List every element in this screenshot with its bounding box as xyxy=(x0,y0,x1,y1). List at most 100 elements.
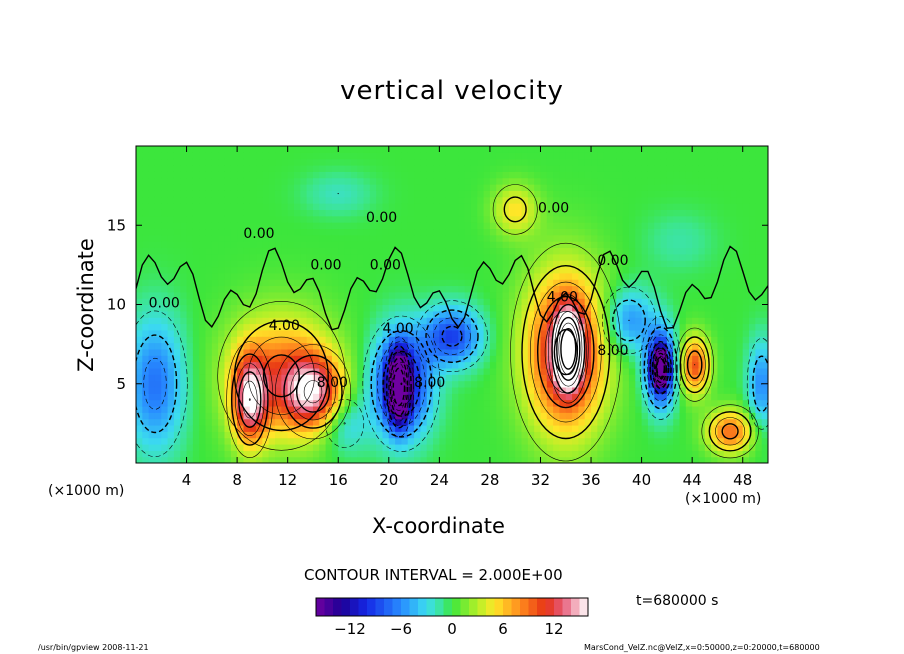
heatmap-cell xyxy=(692,418,700,426)
heatmap-cell xyxy=(534,190,542,198)
heatmap-cell xyxy=(502,279,510,287)
heatmap-cell xyxy=(742,171,750,179)
heatmap-cell xyxy=(414,279,421,287)
heatmap-cell xyxy=(584,424,592,432)
heatmap-cell xyxy=(192,323,200,331)
heatmap-cell xyxy=(300,424,308,432)
heatmap-cell xyxy=(369,247,377,255)
heatmap-cell xyxy=(673,247,681,255)
heatmap-cell xyxy=(218,386,226,394)
heatmap-cell xyxy=(666,329,674,337)
heatmap-cell xyxy=(395,386,403,394)
heatmap-cell xyxy=(704,253,712,261)
heatmap-cell xyxy=(584,146,592,153)
heatmap-cell xyxy=(382,336,390,344)
heatmap-cell xyxy=(711,190,719,198)
heatmap-cell xyxy=(445,310,453,318)
heatmap-cell xyxy=(717,342,725,350)
heatmap-cell xyxy=(464,165,472,172)
heatmap-cell xyxy=(199,260,207,268)
heatmap-cell xyxy=(211,450,219,458)
heatmap-cell xyxy=(319,310,327,318)
heatmap-cell xyxy=(192,380,200,388)
heatmap-cell xyxy=(256,203,263,210)
heatmap-cell xyxy=(281,348,289,356)
heatmap-cell xyxy=(205,177,213,185)
heatmap-cell xyxy=(344,437,352,445)
heatmap-cell xyxy=(464,222,472,230)
heatmap-cell xyxy=(502,405,510,413)
heatmap-cell xyxy=(540,310,548,318)
heatmap-cell xyxy=(477,177,485,185)
heatmap-cell xyxy=(376,310,384,318)
heatmap-cell xyxy=(205,228,213,236)
heatmap-cell xyxy=(452,412,459,420)
heatmap-cell xyxy=(433,405,440,413)
heatmap-cell xyxy=(192,310,200,318)
heatmap-cell xyxy=(540,456,548,463)
heatmap-cell xyxy=(294,317,301,325)
heatmap-cell xyxy=(224,285,232,293)
heatmap-cell xyxy=(458,405,466,413)
heatmap-cell xyxy=(679,418,687,426)
heatmap-cell xyxy=(742,437,750,445)
heatmap-cell xyxy=(660,165,668,172)
heatmap-cell xyxy=(312,177,320,185)
heatmap-cell xyxy=(578,158,586,166)
heatmap-cell xyxy=(635,374,643,382)
heatmap-cell xyxy=(692,209,700,217)
heatmap-cell xyxy=(262,456,270,463)
heatmap-cell xyxy=(325,165,333,172)
heatmap-cell xyxy=(382,298,390,306)
heatmap-cell xyxy=(199,241,207,249)
heatmap-cell xyxy=(414,310,421,318)
heatmap-cell xyxy=(287,158,295,166)
heatmap-cell xyxy=(173,393,181,401)
heatmap-cell xyxy=(553,209,561,217)
heatmap-cell xyxy=(704,266,712,274)
heatmap-cell xyxy=(148,374,156,382)
heatmap-cell xyxy=(350,304,358,312)
heatmap-cell xyxy=(243,171,251,179)
heatmap-cell xyxy=(603,393,611,401)
heatmap-cell xyxy=(243,260,251,268)
heatmap-cell xyxy=(180,228,188,236)
heatmap-cell xyxy=(445,190,453,198)
heatmap-cell xyxy=(553,317,561,325)
heatmap-cell xyxy=(344,418,352,426)
heatmap-cell xyxy=(628,386,636,394)
heatmap-cell xyxy=(161,203,169,210)
heatmap-cell xyxy=(578,317,586,325)
heatmap-cell xyxy=(148,266,156,274)
heatmap-cell xyxy=(218,450,226,458)
heatmap-cell xyxy=(319,329,327,337)
heatmap-cell xyxy=(243,329,251,337)
heatmap-cell xyxy=(496,317,504,325)
heatmap-cell xyxy=(319,336,327,344)
heatmap-cell xyxy=(218,355,226,363)
heatmap-cell xyxy=(388,279,396,287)
heatmap-cell xyxy=(660,272,668,280)
heatmap-cell xyxy=(173,456,181,463)
heatmap-cell xyxy=(192,437,200,445)
heatmap-cell xyxy=(142,152,150,160)
heatmap-cell xyxy=(186,171,194,179)
heatmap-cell xyxy=(635,310,643,318)
heatmap-cell xyxy=(470,222,478,230)
heatmap-cell xyxy=(325,152,333,160)
heatmap-cell xyxy=(199,336,207,344)
heatmap-cell xyxy=(357,380,365,388)
heatmap-cell xyxy=(445,405,453,413)
heatmap-cell xyxy=(508,196,516,204)
heatmap-cell xyxy=(369,165,377,172)
heatmap-cell xyxy=(666,348,674,356)
heatmap-cell xyxy=(218,310,226,318)
heatmap-cell xyxy=(515,247,523,255)
heatmap-cell xyxy=(742,450,750,458)
heatmap-cell xyxy=(230,272,238,280)
heatmap-cell xyxy=(704,405,712,413)
heatmap-cell xyxy=(610,431,617,439)
heatmap-cell xyxy=(458,215,466,223)
heatmap-cell xyxy=(407,310,415,318)
heatmap-cell xyxy=(344,184,352,191)
